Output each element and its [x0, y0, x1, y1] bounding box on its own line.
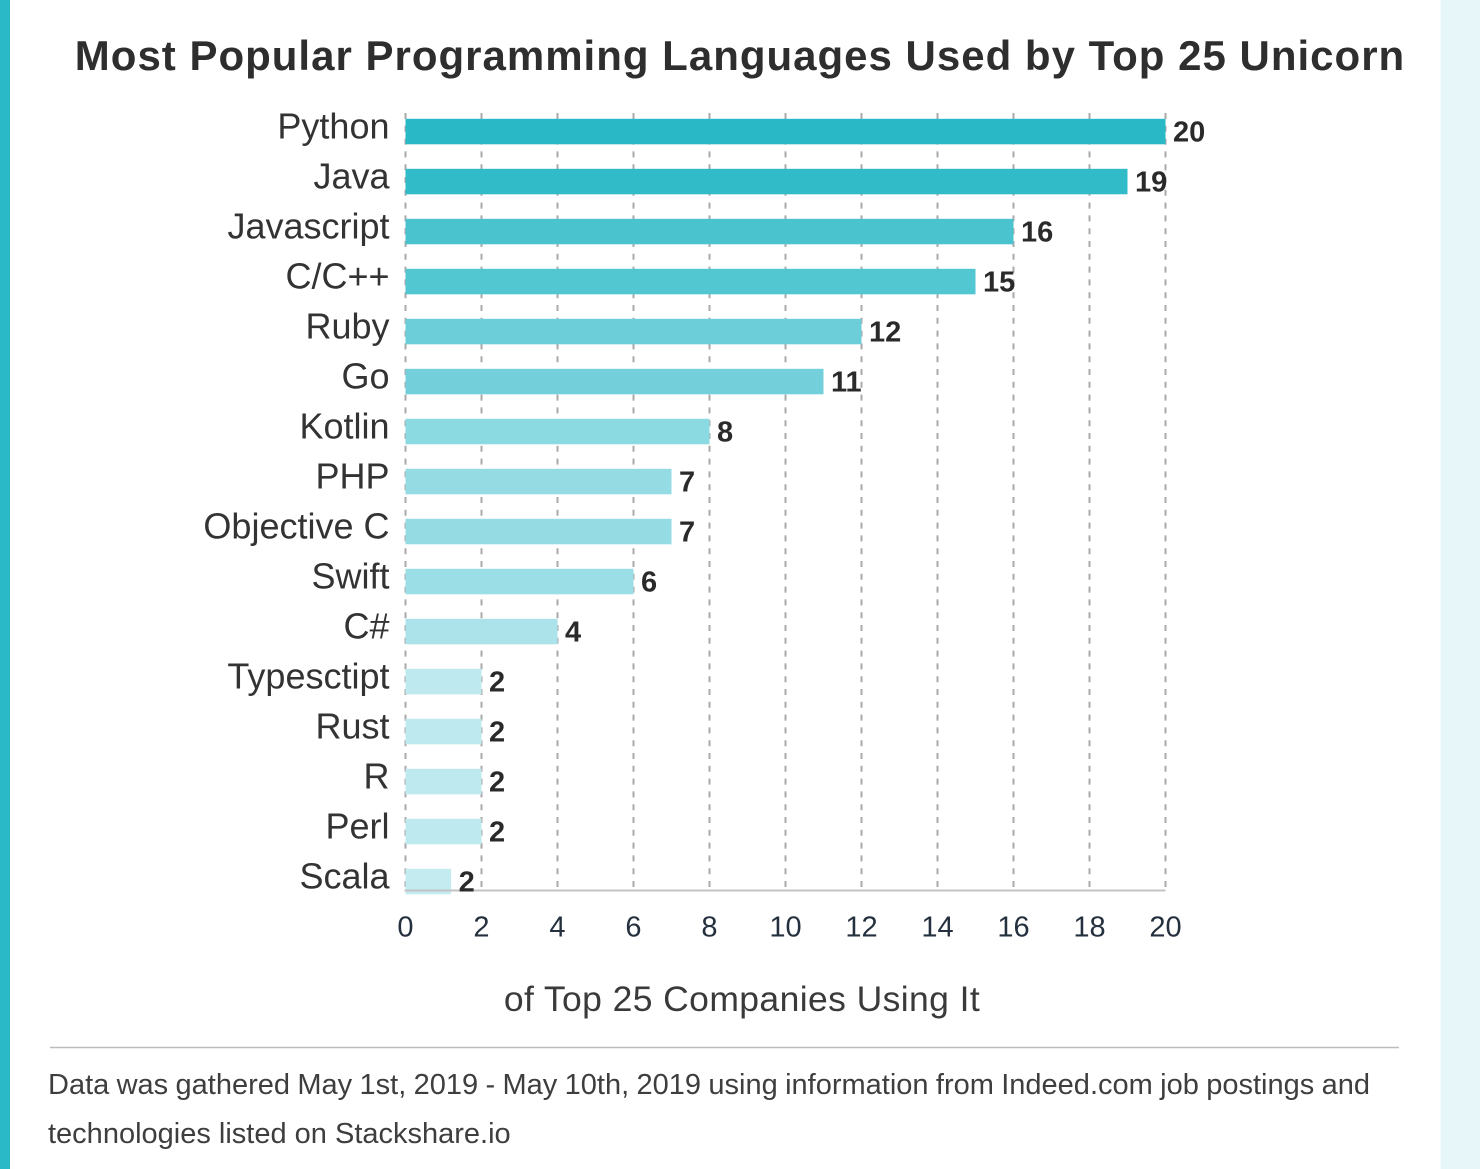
svg-text:7: 7	[679, 467, 695, 499]
svg-text:Ruby: Ruby	[305, 306, 389, 347]
svg-text:19: 19	[1135, 167, 1167, 199]
svg-text:6: 6	[625, 911, 641, 943]
svg-text:20: 20	[1149, 911, 1181, 943]
svg-text:12: 12	[869, 317, 901, 349]
svg-text:Typesctipt: Typesctipt	[227, 656, 389, 697]
svg-text:Javascript: Javascript	[227, 206, 389, 247]
svg-text:2: 2	[473, 911, 489, 943]
svg-text:Go: Go	[341, 356, 389, 397]
svg-text:16: 16	[1021, 217, 1053, 249]
svg-text:14: 14	[921, 911, 953, 943]
svg-text:Python: Python	[277, 106, 389, 147]
svg-text:4: 4	[565, 617, 581, 649]
svg-text:Scala: Scala	[299, 856, 390, 897]
svg-text:technologies listed on Stacksh: technologies listed on Stackshare.io	[48, 1118, 511, 1150]
svg-text:7: 7	[679, 517, 695, 549]
svg-text:2: 2	[489, 817, 505, 849]
svg-text:of Top 25 Companies Using It: of Top 25 Companies Using It	[504, 979, 980, 1019]
svg-text:16: 16	[997, 911, 1029, 943]
svg-text:Swift: Swift	[311, 556, 389, 597]
svg-text:20: 20	[1173, 117, 1205, 149]
svg-text:Java: Java	[313, 156, 390, 197]
svg-text:C#: C#	[343, 606, 389, 647]
svg-text:C/C++: C/C++	[285, 256, 389, 297]
svg-text:2: 2	[489, 767, 505, 799]
svg-text:Rust: Rust	[315, 706, 389, 747]
svg-text:2: 2	[459, 867, 475, 899]
svg-text:Perl: Perl	[325, 806, 389, 847]
svg-text:8: 8	[717, 417, 733, 449]
svg-text:Data was gathered May 1st, 201: Data was gathered May 1st, 2019 - May 10…	[48, 1069, 1370, 1101]
svg-text:8: 8	[701, 911, 717, 943]
svg-text:10: 10	[769, 911, 801, 943]
svg-text:6: 6	[641, 567, 657, 599]
svg-text:11: 11	[831, 367, 862, 399]
svg-text:Kotlin: Kotlin	[299, 406, 389, 447]
svg-text:2: 2	[489, 717, 505, 749]
svg-text:Most Popular Programming Langu: Most Popular Programming Languages Used …	[75, 32, 1405, 79]
svg-text:0: 0	[397, 911, 413, 943]
svg-text:R: R	[364, 756, 390, 797]
svg-text:12: 12	[845, 911, 877, 943]
svg-text:2: 2	[489, 667, 505, 699]
svg-text:4: 4	[549, 911, 565, 943]
svg-text:18: 18	[1073, 911, 1105, 943]
svg-text:PHP: PHP	[315, 456, 389, 497]
svg-text:Objective C: Objective C	[203, 506, 389, 547]
svg-text:15: 15	[983, 267, 1015, 299]
